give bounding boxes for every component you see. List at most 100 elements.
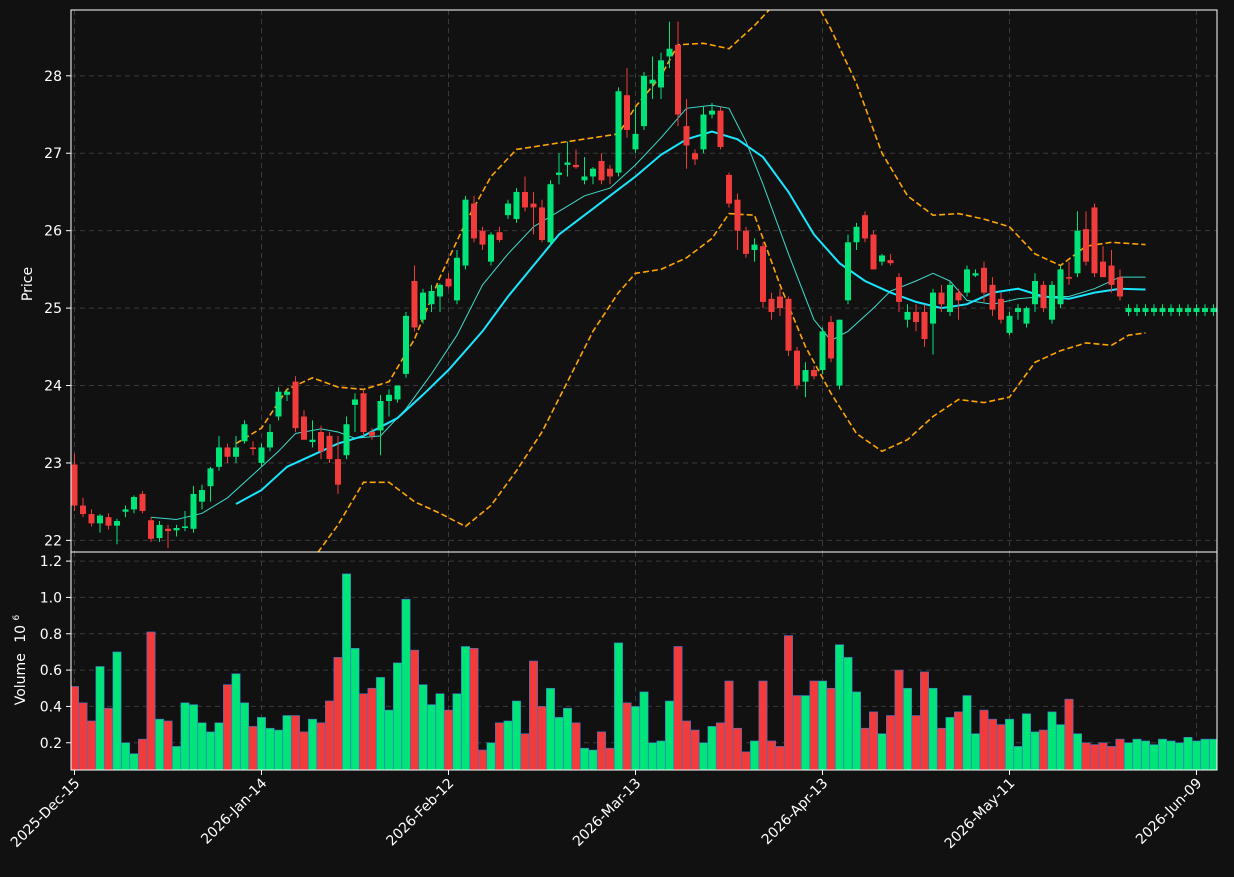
- volume-bar: [529, 661, 537, 770]
- volume-bar: [631, 706, 639, 770]
- candle: [947, 281, 953, 316]
- volume-bar: [1073, 734, 1081, 770]
- price-tick-label: 23: [44, 456, 62, 472]
- volume-bar: [1005, 719, 1013, 770]
- candle-body: [582, 176, 588, 180]
- volume-bar: [79, 703, 87, 770]
- volume-bar: [453, 694, 461, 770]
- candle-body: [786, 299, 792, 351]
- candle-body: [352, 399, 358, 404]
- candle-body: [684, 126, 690, 145]
- candle-body: [97, 516, 103, 524]
- volume-bar: [1175, 743, 1183, 770]
- candle: [820, 327, 826, 373]
- candle-body: [1058, 269, 1064, 304]
- candle-body: [327, 436, 333, 459]
- candle-body: [531, 204, 537, 208]
- candle: [760, 242, 766, 308]
- volume-bar: [104, 708, 112, 770]
- volume-bar: [963, 696, 971, 770]
- candle-body: [497, 232, 503, 240]
- candle-body: [828, 322, 834, 358]
- candle-body: [199, 490, 205, 502]
- candle-body: [973, 273, 979, 275]
- volume-bar: [971, 734, 979, 770]
- candle-body: [429, 291, 435, 304]
- candle-body: [1160, 308, 1166, 312]
- volume-bar: [1048, 712, 1056, 770]
- candle-body: [871, 235, 877, 270]
- candle-body: [616, 91, 622, 172]
- volume-bar: [937, 728, 945, 770]
- candle-body: [1185, 308, 1191, 312]
- candle-body: [165, 529, 171, 531]
- volume-bar: [274, 730, 282, 770]
- volume-bar: [997, 725, 1005, 770]
- volume-bar: [504, 721, 512, 770]
- candle: [1041, 281, 1047, 312]
- candle: [828, 316, 834, 362]
- volume-bar: [96, 666, 104, 770]
- candle-body: [1168, 308, 1174, 312]
- volume-bar: [1099, 743, 1107, 770]
- volume-bar: [198, 723, 206, 770]
- candle-body: [837, 320, 843, 386]
- candle-body: [1075, 231, 1081, 274]
- volume-bar: [121, 743, 129, 770]
- candle: [743, 227, 749, 258]
- candle-body: [412, 281, 418, 327]
- volume-bar: [648, 743, 656, 770]
- price-tick-label: 24: [44, 379, 62, 395]
- volume-bar: [487, 743, 495, 770]
- candle-body: [1024, 308, 1030, 323]
- volume-bar: [427, 705, 435, 770]
- volume-bar: [538, 706, 546, 770]
- candle-body: [216, 447, 222, 466]
- volume-bar: [206, 732, 214, 770]
- volume-bar: [589, 750, 597, 770]
- candle-body: [403, 316, 409, 374]
- volume-bar: [1150, 745, 1158, 770]
- volume-bar: [572, 723, 580, 770]
- volume-bar: [801, 696, 809, 770]
- candle-body: [114, 521, 120, 526]
- volume-bar: [895, 670, 903, 770]
- candle-body: [939, 293, 945, 305]
- volume-bar: [988, 719, 996, 770]
- volume-bar: [674, 646, 682, 770]
- volume-bar: [835, 645, 843, 770]
- volume-bar: [597, 732, 605, 770]
- candle-body: [726, 175, 732, 204]
- candle-body: [174, 528, 180, 530]
- candle: [403, 312, 409, 378]
- candle-body: [72, 465, 78, 506]
- price-tick-label: 28: [44, 69, 62, 85]
- candle: [1049, 281, 1055, 324]
- volume-bar: [1031, 732, 1039, 770]
- volume-bar: [886, 716, 894, 771]
- candle-body: [718, 111, 724, 147]
- volume-bar: [1201, 739, 1209, 770]
- volume-tick-label: 0.2: [40, 736, 62, 752]
- volume-bar: [708, 726, 716, 770]
- candle-body: [157, 525, 163, 538]
- volume-bar: [257, 717, 265, 770]
- volume-bar: [351, 648, 359, 770]
- volume-bar: [946, 717, 954, 770]
- candle: [276, 387, 282, 420]
- volume-axis-exponent: 6: [12, 614, 22, 620]
- candle: [148, 517, 154, 542]
- volume-bar: [716, 723, 724, 770]
- volume-bar: [640, 692, 648, 770]
- volume-bar: [359, 694, 367, 770]
- candle-body: [862, 215, 868, 238]
- volume-bar: [215, 723, 223, 770]
- volume-bar: [138, 739, 146, 770]
- candle-body: [1100, 262, 1106, 277]
- candle-body: [1109, 266, 1115, 285]
- candle-body: [1194, 308, 1200, 312]
- candle-body: [233, 447, 239, 456]
- candle-body: [624, 95, 630, 130]
- candle: [837, 320, 843, 390]
